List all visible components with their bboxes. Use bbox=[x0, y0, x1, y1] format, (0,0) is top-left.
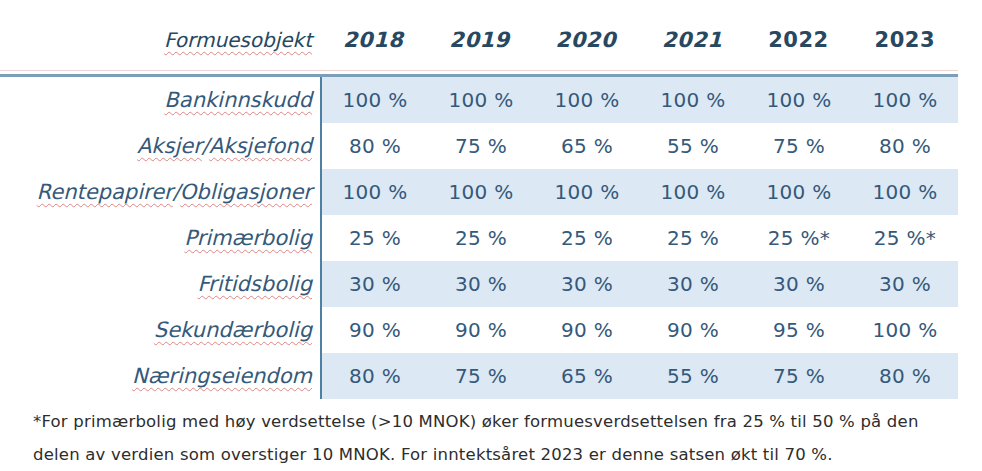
value-cell: 55 % bbox=[640, 353, 746, 399]
value-cell: 65 % bbox=[534, 353, 640, 399]
value-cell: 25 % bbox=[534, 215, 640, 261]
value-cell: 100 % bbox=[852, 77, 958, 123]
value-cell: 30 % bbox=[746, 261, 852, 307]
value-cell: 25 %* bbox=[852, 215, 958, 261]
footnote-line-1: *For primærbolig med høy verdsettelse (>… bbox=[33, 405, 982, 438]
value-cell: 100 % bbox=[428, 169, 534, 215]
row-label: Næringseiendom bbox=[0, 353, 320, 399]
table-title-text: Formuesobjekt bbox=[164, 28, 312, 52]
row-data: 100 %100 %100 %100 %100 %100 % bbox=[320, 77, 958, 123]
value-cell: 25 %* bbox=[746, 215, 852, 261]
value-cell: 75 % bbox=[746, 353, 852, 399]
year-header-2022: 2022 bbox=[745, 28, 851, 52]
value-cell: 25 % bbox=[640, 215, 746, 261]
table-row: Primærbolig25 %25 %25 %25 %25 %*25 %* bbox=[0, 215, 958, 261]
value-cell: 90 % bbox=[640, 307, 746, 353]
value-cell: 30 % bbox=[640, 261, 746, 307]
value-cell: 30 % bbox=[428, 261, 534, 307]
value-cell: 80 % bbox=[322, 353, 428, 399]
value-cell: 100 % bbox=[322, 169, 428, 215]
table-row: Sekundærbolig90 %90 %90 %90 %95 %100 % bbox=[0, 307, 958, 353]
value-cell: 100 % bbox=[534, 77, 640, 123]
row-label-word: Aksjefond bbox=[209, 134, 312, 158]
row-label-word: Aksjer bbox=[137, 134, 202, 158]
row-label: Rentepapirer / Obligasjoner bbox=[0, 169, 320, 215]
value-cell: 25 % bbox=[428, 215, 534, 261]
table-header-row: Formuesobjekt 201820192020202120222023 bbox=[0, 0, 958, 54]
value-cell: 100 % bbox=[852, 169, 958, 215]
value-cell: 30 % bbox=[852, 261, 958, 307]
table-title: Formuesobjekt bbox=[0, 28, 320, 52]
year-header-2021: 2021 bbox=[639, 28, 745, 52]
value-cell: 100 % bbox=[746, 77, 852, 123]
row-label-word: Primærbolig bbox=[184, 226, 312, 250]
value-cell: 90 % bbox=[534, 307, 640, 353]
header-hairline bbox=[0, 70, 958, 71]
row-label-word: Næringseiendom bbox=[132, 364, 312, 388]
year-header-row: 201820192020202120222023 bbox=[320, 28, 958, 52]
table-row: Aksjer / Aksjefond80 %75 %65 %55 %75 %80… bbox=[0, 123, 958, 169]
value-cell: 100 % bbox=[640, 77, 746, 123]
value-cell: 80 % bbox=[322, 123, 428, 169]
year-header-2020: 2020 bbox=[533, 28, 639, 52]
value-cell: 75 % bbox=[428, 353, 534, 399]
value-cell: 30 % bbox=[534, 261, 640, 307]
value-cell: 80 % bbox=[852, 123, 958, 169]
value-cell: 30 % bbox=[322, 261, 428, 307]
value-cell: 55 % bbox=[640, 123, 746, 169]
row-label-word: Rentepapirer bbox=[37, 180, 173, 204]
row-label-word: Obligasjoner bbox=[180, 180, 312, 204]
table-row: Næringseiendom80 %75 %65 %55 %75 %80 % bbox=[0, 353, 958, 399]
value-cell: 90 % bbox=[322, 307, 428, 353]
year-header-2018: 2018 bbox=[320, 28, 426, 52]
row-label: Primærbolig bbox=[0, 215, 320, 261]
row-data: 90 %90 %90 %90 %95 %100 % bbox=[320, 307, 958, 353]
row-data: 80 %75 %65 %55 %75 %80 % bbox=[320, 353, 958, 399]
footnote: *For primærbolig med høy verdsettelse (>… bbox=[0, 405, 982, 471]
value-cell: 100 % bbox=[852, 307, 958, 353]
value-cell: 90 % bbox=[428, 307, 534, 353]
value-cell: 75 % bbox=[428, 123, 534, 169]
value-cell: 80 % bbox=[852, 353, 958, 399]
page: { "table": { "corner_label": "Formuesobj… bbox=[0, 0, 982, 471]
row-data: 30 %30 %30 %30 %30 %30 % bbox=[320, 261, 958, 307]
value-cell: 100 % bbox=[428, 77, 534, 123]
table-row: Rentepapirer / Obligasjoner100 %100 %100… bbox=[0, 169, 958, 215]
row-label-word: Bankinnskudd bbox=[164, 88, 312, 112]
row-data: 80 %75 %65 %55 %75 %80 % bbox=[320, 123, 958, 169]
row-label: Aksjer / Aksjefond bbox=[0, 123, 320, 169]
row-label-word: Fritidsbolig bbox=[197, 272, 312, 296]
table-row: Bankinnskudd100 %100 %100 %100 %100 %100… bbox=[0, 77, 958, 123]
table-rows: Bankinnskudd100 %100 %100 %100 %100 %100… bbox=[0, 77, 958, 399]
value-cell: 65 % bbox=[534, 123, 640, 169]
row-label-word: Sekundærbolig bbox=[154, 318, 312, 342]
row-label: Fritidsbolig bbox=[0, 261, 320, 307]
row-data: 100 %100 %100 %100 %100 %100 % bbox=[320, 169, 958, 215]
year-header-2019: 2019 bbox=[426, 28, 532, 52]
value-cell: 25 % bbox=[322, 215, 428, 261]
row-data: 25 %25 %25 %25 %25 %*25 %* bbox=[320, 215, 958, 261]
value-cell: 100 % bbox=[534, 169, 640, 215]
row-label: Sekundærbolig bbox=[0, 307, 320, 353]
year-header-2023: 2023 bbox=[852, 28, 958, 52]
value-cell: 100 % bbox=[746, 169, 852, 215]
value-cell: 75 % bbox=[746, 123, 852, 169]
value-cell: 100 % bbox=[322, 77, 428, 123]
row-label: Bankinnskudd bbox=[0, 77, 320, 123]
table-row: Fritidsbolig30 %30 %30 %30 %30 %30 % bbox=[0, 261, 958, 307]
value-cell: 95 % bbox=[746, 307, 852, 353]
value-cell: 100 % bbox=[640, 169, 746, 215]
footnote-line-2: delen av verdien som overstiger 10 MNOK.… bbox=[33, 438, 982, 471]
valuation-table: Formuesobjekt 201820192020202120222023 B… bbox=[0, 0, 958, 399]
